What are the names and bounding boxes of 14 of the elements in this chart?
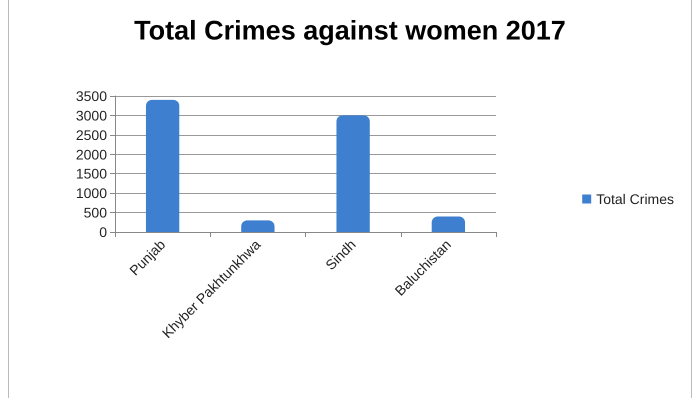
y-tick-label: 1500	[76, 166, 108, 182]
y-tick-label: 2000	[76, 146, 108, 162]
y-tick-label: 1000	[76, 185, 108, 202]
y-tick-label: 3500	[76, 88, 108, 104]
bar	[336, 115, 370, 232]
chart-title: Total Crimes against women 2017	[134, 16, 566, 46]
y-tick-label: 500	[84, 204, 108, 221]
bar	[241, 220, 275, 232]
y-tick-label: 2500	[76, 126, 108, 143]
y-tick-label: 3000	[76, 107, 108, 124]
y-tick-label: 0	[99, 224, 108, 240]
bar	[146, 100, 180, 232]
bar	[432, 216, 466, 232]
legend-label: Total Crimes	[596, 191, 674, 207]
